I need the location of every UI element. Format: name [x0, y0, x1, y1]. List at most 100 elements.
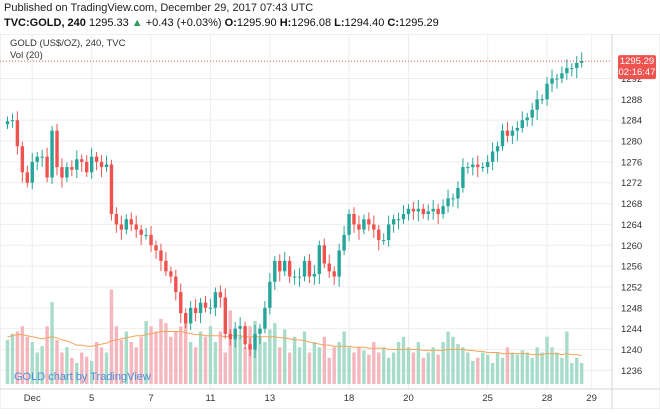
candle-body[interactable]	[139, 229, 143, 235]
candle-body[interactable]	[223, 297, 227, 334]
candle-body[interactable]	[203, 302, 208, 308]
candle-body[interactable]	[580, 61, 584, 63]
candle-body[interactable]	[25, 172, 29, 183]
candle-body[interactable]	[278, 260, 282, 272]
candle-body[interactable]	[292, 276, 297, 278]
candle-body[interactable]	[119, 224, 124, 230]
candle-body[interactable]	[268, 281, 272, 308]
candle-body[interactable]	[45, 156, 49, 178]
candle-body[interactable]	[35, 156, 39, 162]
candle-body[interactable]	[302, 260, 307, 277]
candle-body[interactable]	[233, 328, 237, 340]
candle-body[interactable]	[372, 224, 376, 230]
time-axis[interactable]: Dec 5 7 11 13 18 20 25 28 29	[24, 393, 597, 404]
candle-body[interactable]	[540, 99, 544, 101]
candle-body[interactable]	[5, 121, 10, 125]
candle-body[interactable]	[515, 128, 520, 131]
candle-body[interactable]	[386, 224, 391, 241]
candle-body[interactable]	[446, 198, 450, 207]
candle-body[interactable]	[159, 250, 163, 261]
candle-body[interactable]	[505, 130, 510, 136]
candle-body[interactable]	[253, 333, 257, 350]
candle-body[interactable]	[174, 276, 178, 293]
candle-body[interactable]	[154, 245, 158, 251]
candle-body[interactable]	[30, 161, 34, 183]
candle-body[interactable]	[555, 78, 559, 80]
candle-body[interactable]	[416, 208, 421, 212]
candle-body[interactable]	[535, 99, 539, 110]
candle-body[interactable]	[476, 164, 480, 168]
candle-body[interactable]	[307, 260, 312, 277]
candle-body[interactable]	[10, 120, 15, 122]
candle-body[interactable]	[327, 263, 331, 272]
candle-body[interactable]	[248, 344, 252, 350]
candle-body[interactable]	[70, 167, 74, 170]
candle-body[interactable]	[377, 229, 381, 241]
candle-body[interactable]	[396, 219, 401, 221]
candle-body[interactable]	[124, 219, 128, 230]
candle-body[interactable]	[406, 208, 411, 214]
candle-body[interactable]	[421, 208, 425, 214]
candle-body[interactable]	[20, 146, 25, 173]
candle-body[interactable]	[490, 151, 495, 162]
candle-body[interactable]	[75, 159, 79, 170]
candle-body[interactable]	[164, 260, 168, 272]
candle-body[interactable]	[287, 260, 292, 277]
candle-body[interactable]	[401, 214, 406, 220]
candle-body[interactable]	[337, 250, 341, 277]
candle-body[interactable]	[352, 214, 356, 225]
candle-body[interactable]	[109, 164, 114, 214]
candle-body[interactable]	[545, 83, 549, 100]
candle-body[interactable]	[208, 307, 213, 309]
candle-body[interactable]	[441, 206, 445, 214]
candle-body[interactable]	[525, 117, 529, 121]
candle-body[interactable]	[263, 307, 267, 329]
candle-body[interactable]	[530, 109, 534, 118]
candle-body[interactable]	[114, 214, 119, 225]
candle-body[interactable]	[218, 292, 223, 298]
candle-body[interactable]	[471, 164, 475, 168]
candle-body[interactable]	[451, 198, 455, 200]
candle-body[interactable]	[485, 161, 490, 168]
candle-body[interactable]	[55, 130, 59, 168]
candle-body[interactable]	[565, 68, 569, 74]
candle-body[interactable]	[520, 120, 524, 128]
candle-body[interactable]	[436, 208, 440, 214]
candle-body[interactable]	[85, 161, 89, 173]
candle-body[interactable]	[94, 156, 99, 162]
price-chart[interactable]: 1236 1240 1244 1248 1252 1256 1260 1264 1268 1272…	[0, 33, 660, 410]
price-axis[interactable]: 1236 1240 1244 1248 1252 1256 1260 1264 1268 1272…	[621, 74, 642, 377]
candle-body[interactable]	[357, 224, 361, 230]
candle-body[interactable]	[104, 164, 109, 168]
candle-body[interactable]	[65, 167, 69, 178]
candle-body[interactable]	[228, 333, 232, 340]
candle-body[interactable]	[273, 260, 277, 282]
candle-body[interactable]	[431, 208, 435, 212]
candle-body[interactable]	[99, 161, 104, 168]
candle-body[interactable]	[382, 240, 386, 242]
candle-body[interactable]	[322, 245, 326, 264]
candle-body[interactable]	[297, 276, 302, 278]
candle-body[interactable]	[347, 214, 351, 235]
candle-body[interactable]	[179, 292, 183, 314]
candle-body[interactable]	[317, 245, 322, 274]
candle-body[interactable]	[50, 130, 54, 178]
candle-body[interactable]	[391, 219, 396, 225]
candles[interactable]	[5, 52, 584, 358]
candle-body[interactable]	[134, 224, 138, 230]
chart-frame[interactable]: 1236 1240 1244 1248 1252 1256 1260 1264 1268 1272…	[0, 33, 660, 410]
candle-body[interactable]	[89, 156, 94, 173]
candle-body[interactable]	[367, 219, 371, 225]
candle-body[interactable]	[466, 167, 470, 169]
candle-body[interactable]	[411, 208, 416, 212]
candle-body[interactable]	[60, 167, 64, 178]
candle-body[interactable]	[332, 271, 336, 277]
candle-body[interactable]	[575, 62, 579, 69]
candle-body[interactable]	[213, 292, 218, 308]
candle-body[interactable]	[258, 328, 262, 334]
candle-body[interactable]	[550, 78, 554, 84]
candle-body[interactable]	[243, 326, 247, 345]
candle-body[interactable]	[15, 120, 20, 147]
candle-body[interactable]	[198, 302, 203, 314]
candle-body[interactable]	[129, 219, 133, 225]
